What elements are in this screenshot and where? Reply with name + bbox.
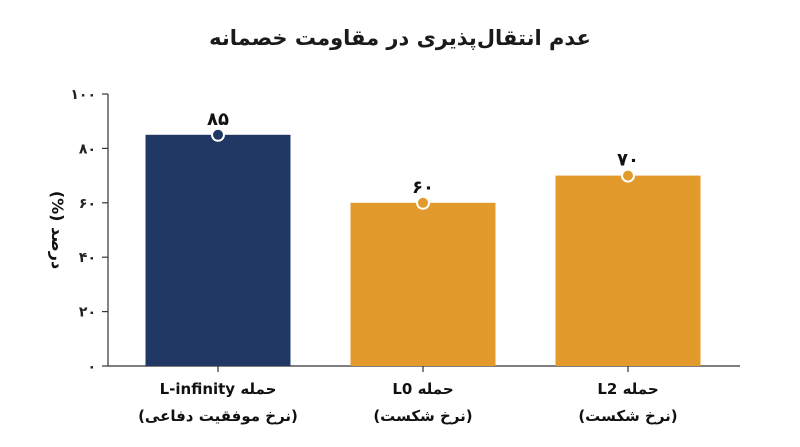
bar — [145, 134, 291, 366]
chart-title: عدم انتقال‌پذیری در مقاومت خصمانه — [209, 26, 591, 50]
y-tick-label: ۰ — [87, 359, 96, 375]
x-tick-label-sub: (نرخ شکست) — [373, 407, 472, 425]
y-tick-label: ۶۰ — [79, 196, 96, 212]
y-axis-label: درصد (%) — [48, 191, 67, 269]
y-tick-label: ۴۰ — [79, 250, 96, 266]
bar-marker — [621, 168, 635, 183]
data-label: ۷۰ — [617, 150, 639, 171]
y-tick-label: ۱۰۰ — [70, 87, 96, 103]
data-label: ۶۰ — [412, 177, 434, 198]
x-tick-label: حمله L0 — [392, 380, 453, 398]
y-tick-label: ۲۰ — [79, 305, 96, 321]
data-label: ۸۵ — [207, 109, 229, 130]
x-tick-label-sub: (نرخ شکست) — [578, 407, 677, 425]
x-tick-label: حمله L-infinity — [160, 380, 277, 398]
y-tick-label: ۸۰ — [79, 141, 96, 157]
bar-marker — [416, 195, 430, 210]
bar — [555, 175, 701, 366]
x-tick-label-sub: (نرخ موفقیت دفاعی) — [138, 407, 298, 425]
x-tick-label: حمله L2 — [597, 380, 658, 398]
bar — [350, 202, 496, 366]
bar-marker — [211, 127, 225, 142]
